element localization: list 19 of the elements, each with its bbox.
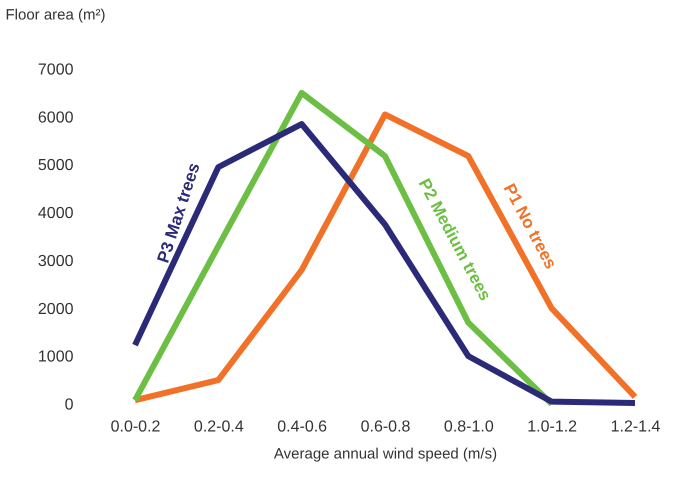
y-tick-label: 4000 <box>38 205 74 222</box>
y-tick-label: 5000 <box>38 157 74 174</box>
text: P1 No trees <box>500 180 560 272</box>
y-axis-title: Floor area (m²) <box>6 6 106 24</box>
y-tick-label: 0 <box>64 396 74 414</box>
y-tick-label: 7000 <box>38 62 74 78</box>
x-tick-label: 0.2-0.4 <box>194 418 244 436</box>
x-tick-label: 0.6-0.8 <box>360 418 411 436</box>
x-tick-label: 0.0-0.2 <box>110 418 161 436</box>
x-tick-label: 0.8-1.0 <box>444 418 494 436</box>
y-tick-label: 2000 <box>38 300 74 318</box>
y-tick-label: 6000 <box>38 109 74 126</box>
x-axis-title: Average annual wind speed (m/s) <box>274 446 498 462</box>
y-tick-label: 1000 <box>38 348 74 366</box>
x-tick-label: 1.2-1.4 <box>610 418 661 436</box>
y-tick-label: 3000 <box>38 252 74 270</box>
x-tick-label: 0.4-0.6 <box>277 418 328 436</box>
text: P3 Max trees <box>153 160 204 266</box>
x-tick-label: 1.0-1.2 <box>527 418 578 436</box>
